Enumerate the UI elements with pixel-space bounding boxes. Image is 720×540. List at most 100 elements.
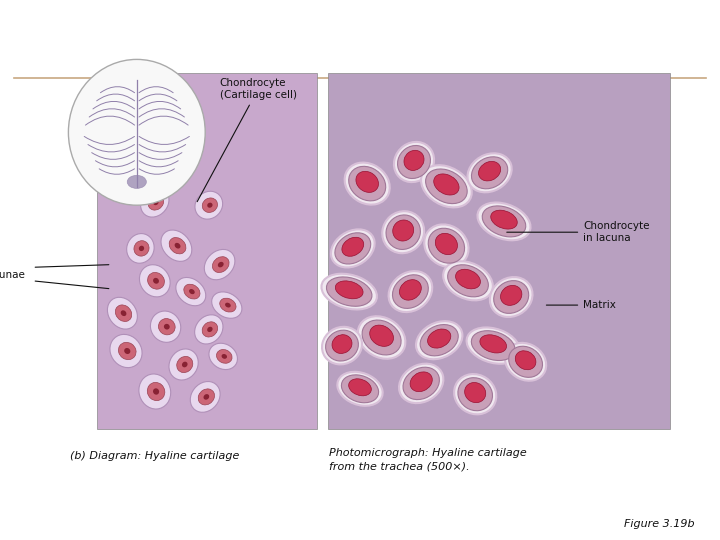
Ellipse shape bbox=[448, 265, 488, 297]
Ellipse shape bbox=[386, 215, 420, 249]
Ellipse shape bbox=[404, 150, 424, 171]
Ellipse shape bbox=[500, 286, 522, 305]
Ellipse shape bbox=[494, 281, 528, 313]
Ellipse shape bbox=[189, 289, 194, 294]
Ellipse shape bbox=[204, 249, 235, 280]
Ellipse shape bbox=[150, 311, 181, 342]
Ellipse shape bbox=[222, 354, 227, 359]
Ellipse shape bbox=[225, 303, 230, 307]
Ellipse shape bbox=[217, 349, 232, 363]
Ellipse shape bbox=[516, 351, 536, 370]
Text: Matrix: Matrix bbox=[546, 300, 616, 310]
Ellipse shape bbox=[175, 243, 181, 248]
Ellipse shape bbox=[158, 319, 175, 335]
Ellipse shape bbox=[140, 265, 170, 297]
Bar bbox=[328, 73, 670, 429]
Ellipse shape bbox=[472, 157, 508, 189]
Ellipse shape bbox=[362, 320, 401, 355]
Ellipse shape bbox=[153, 278, 159, 284]
Ellipse shape bbox=[421, 165, 472, 207]
Ellipse shape bbox=[124, 348, 130, 354]
Ellipse shape bbox=[139, 374, 171, 409]
Ellipse shape bbox=[389, 271, 432, 312]
Ellipse shape bbox=[509, 346, 542, 377]
Ellipse shape bbox=[127, 176, 146, 188]
Ellipse shape bbox=[139, 246, 144, 251]
Ellipse shape bbox=[127, 234, 154, 263]
Ellipse shape bbox=[416, 321, 462, 359]
Ellipse shape bbox=[458, 377, 492, 411]
Ellipse shape bbox=[345, 163, 390, 205]
Ellipse shape bbox=[426, 169, 467, 204]
Text: Chondrocyte
(Cartilage cell): Chondrocyte (Cartilage cell) bbox=[197, 78, 297, 201]
Ellipse shape bbox=[212, 256, 229, 273]
Ellipse shape bbox=[348, 166, 386, 201]
Ellipse shape bbox=[436, 233, 457, 255]
Text: Figure 3.19b: Figure 3.19b bbox=[624, 519, 695, 529]
Ellipse shape bbox=[424, 225, 469, 267]
Ellipse shape bbox=[456, 269, 480, 289]
Ellipse shape bbox=[204, 394, 210, 400]
Ellipse shape bbox=[369, 325, 394, 346]
Ellipse shape bbox=[119, 342, 136, 360]
Ellipse shape bbox=[394, 142, 434, 182]
Ellipse shape bbox=[195, 191, 222, 219]
Ellipse shape bbox=[209, 343, 238, 369]
Ellipse shape bbox=[403, 367, 439, 400]
Ellipse shape bbox=[153, 388, 159, 395]
Ellipse shape bbox=[326, 277, 372, 306]
Ellipse shape bbox=[505, 343, 546, 381]
Ellipse shape bbox=[392, 220, 414, 241]
Ellipse shape bbox=[176, 278, 206, 306]
Ellipse shape bbox=[491, 210, 517, 229]
Ellipse shape bbox=[212, 292, 242, 318]
Ellipse shape bbox=[190, 382, 220, 412]
Ellipse shape bbox=[444, 261, 492, 300]
Ellipse shape bbox=[220, 298, 236, 312]
Ellipse shape bbox=[338, 372, 382, 406]
Ellipse shape bbox=[207, 327, 212, 332]
Ellipse shape bbox=[331, 230, 374, 267]
Ellipse shape bbox=[479, 161, 500, 181]
Ellipse shape bbox=[218, 262, 224, 267]
Ellipse shape bbox=[322, 327, 362, 364]
Ellipse shape bbox=[110, 334, 142, 368]
Ellipse shape bbox=[464, 382, 486, 403]
Ellipse shape bbox=[176, 356, 193, 373]
Ellipse shape bbox=[341, 375, 379, 403]
Ellipse shape bbox=[428, 228, 464, 263]
Ellipse shape bbox=[490, 277, 533, 317]
Ellipse shape bbox=[184, 284, 200, 299]
Ellipse shape bbox=[356, 171, 379, 192]
Ellipse shape bbox=[358, 316, 405, 359]
Ellipse shape bbox=[153, 200, 158, 205]
Ellipse shape bbox=[169, 349, 198, 380]
Ellipse shape bbox=[433, 174, 459, 195]
Ellipse shape bbox=[454, 374, 496, 414]
Ellipse shape bbox=[410, 372, 432, 391]
Text: Photomicrograph: Hyaline cartilage
from the trachea (500×).: Photomicrograph: Hyaline cartilage from … bbox=[329, 448, 527, 471]
Ellipse shape bbox=[121, 310, 127, 316]
Ellipse shape bbox=[382, 211, 424, 253]
Ellipse shape bbox=[140, 188, 169, 217]
Ellipse shape bbox=[202, 198, 217, 212]
Ellipse shape bbox=[325, 330, 359, 361]
Text: (b) Diagram: Hyaline cartilage: (b) Diagram: Hyaline cartilage bbox=[70, 451, 240, 461]
Ellipse shape bbox=[148, 273, 164, 289]
Ellipse shape bbox=[148, 382, 165, 401]
Ellipse shape bbox=[169, 238, 186, 254]
Ellipse shape bbox=[194, 315, 223, 344]
Ellipse shape bbox=[477, 202, 531, 240]
Ellipse shape bbox=[336, 281, 363, 299]
Ellipse shape bbox=[348, 379, 372, 396]
Ellipse shape bbox=[399, 363, 444, 403]
Ellipse shape bbox=[68, 59, 205, 205]
Ellipse shape bbox=[420, 325, 458, 356]
Ellipse shape bbox=[134, 241, 149, 256]
Ellipse shape bbox=[198, 389, 215, 405]
Ellipse shape bbox=[321, 274, 377, 309]
Ellipse shape bbox=[164, 324, 170, 329]
Ellipse shape bbox=[202, 322, 217, 337]
Ellipse shape bbox=[107, 298, 138, 329]
Bar bbox=[97, 73, 317, 429]
